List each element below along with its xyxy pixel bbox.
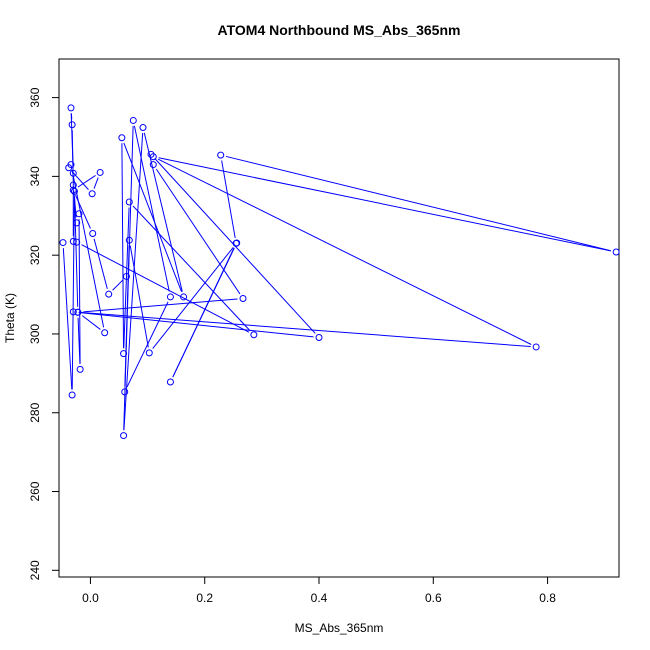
data-point [217, 151, 225, 159]
data-point [532, 343, 540, 351]
data-point [166, 378, 174, 386]
series-segment [123, 207, 130, 349]
series-segment [129, 245, 149, 348]
series-segment [112, 279, 123, 291]
data-point [149, 153, 157, 161]
y-tick-label: 340 [28, 166, 42, 186]
series-segment [71, 196, 75, 390]
data-point [118, 134, 126, 142]
series-segment [81, 315, 101, 330]
data-point [121, 388, 129, 396]
series-segment [123, 142, 183, 292]
x-tick-label: 0.4 [311, 591, 328, 605]
data-point [122, 272, 130, 280]
data-point [125, 236, 133, 244]
series-segment [75, 194, 91, 229]
series-lines [62, 113, 611, 431]
y-tick-label: 260 [28, 481, 42, 501]
data-point [69, 186, 77, 194]
series-segment [78, 311, 314, 338]
data-point [101, 329, 109, 337]
data-point [68, 121, 76, 129]
y-tick-label: 300 [28, 324, 42, 344]
series-segment [83, 298, 238, 313]
data-point [73, 219, 81, 227]
series-segment [74, 196, 79, 307]
data-point [96, 168, 104, 176]
series-segment [93, 238, 108, 289]
data-point [120, 432, 128, 440]
data-point [129, 116, 137, 124]
series-segment [93, 177, 99, 189]
series-segment [133, 125, 170, 292]
series-segment [81, 244, 250, 333]
x-axis: 0.0 0.2 0.4 0.6 0.8 [82, 576, 556, 605]
data-point [76, 365, 84, 373]
data-point [88, 190, 96, 198]
x-tick-label: 0.6 [425, 591, 442, 605]
series-segment [72, 171, 89, 190]
data-point [69, 181, 77, 189]
data-point [74, 308, 82, 316]
y-axis-label: Theta (K) [3, 293, 17, 343]
data-point [69, 237, 77, 245]
x-tick-label: 0.2 [196, 591, 213, 605]
y-tick-label: 240 [28, 560, 42, 580]
data-point [67, 104, 75, 112]
series-segment [158, 157, 611, 252]
chart-title: ATOM4 Northbound MS_Abs_365nm [218, 22, 461, 38]
series-segment [143, 132, 183, 292]
series-segment [172, 248, 235, 378]
series-points [59, 104, 620, 440]
data-point [145, 349, 153, 357]
data-point [68, 391, 76, 399]
series-segment [221, 160, 236, 239]
data-point [139, 124, 147, 132]
y-tick-label: 280 [28, 402, 42, 422]
data-point [73, 238, 81, 246]
data-point [105, 290, 113, 298]
x-tick-label: 0.0 [82, 591, 99, 605]
data-point [149, 161, 157, 169]
data-point [239, 295, 247, 303]
x-axis-label: MS_Abs_365nm [295, 621, 384, 635]
data-point [612, 248, 620, 256]
y-tick-label: 360 [28, 87, 42, 107]
data-point [75, 210, 83, 218]
data-point [89, 230, 97, 238]
x-tick-label: 0.8 [539, 591, 556, 605]
series-segment [121, 143, 125, 349]
series-segment [62, 248, 73, 390]
y-tick-label: 320 [28, 245, 42, 265]
data-point [250, 331, 258, 339]
data-point [125, 198, 133, 206]
data-point [59, 239, 67, 247]
data-point [120, 350, 128, 358]
data-point [180, 293, 188, 301]
data-point [65, 164, 73, 172]
data-point [166, 293, 174, 301]
series-segment [132, 205, 251, 332]
series-segment [77, 175, 96, 188]
y-axis: 240 260 280 300 320 340 360 [28, 87, 60, 580]
data-point [147, 150, 155, 158]
data-point [232, 239, 240, 247]
series-segment [78, 311, 531, 348]
series-segment [155, 168, 241, 295]
series-segment [123, 132, 144, 431]
data-point [315, 333, 323, 341]
series-segment [157, 158, 532, 345]
data-point [69, 169, 77, 177]
data-point [69, 308, 77, 316]
series-segment [71, 169, 105, 328]
series-segment [225, 155, 611, 252]
series-segment [70, 113, 74, 168]
